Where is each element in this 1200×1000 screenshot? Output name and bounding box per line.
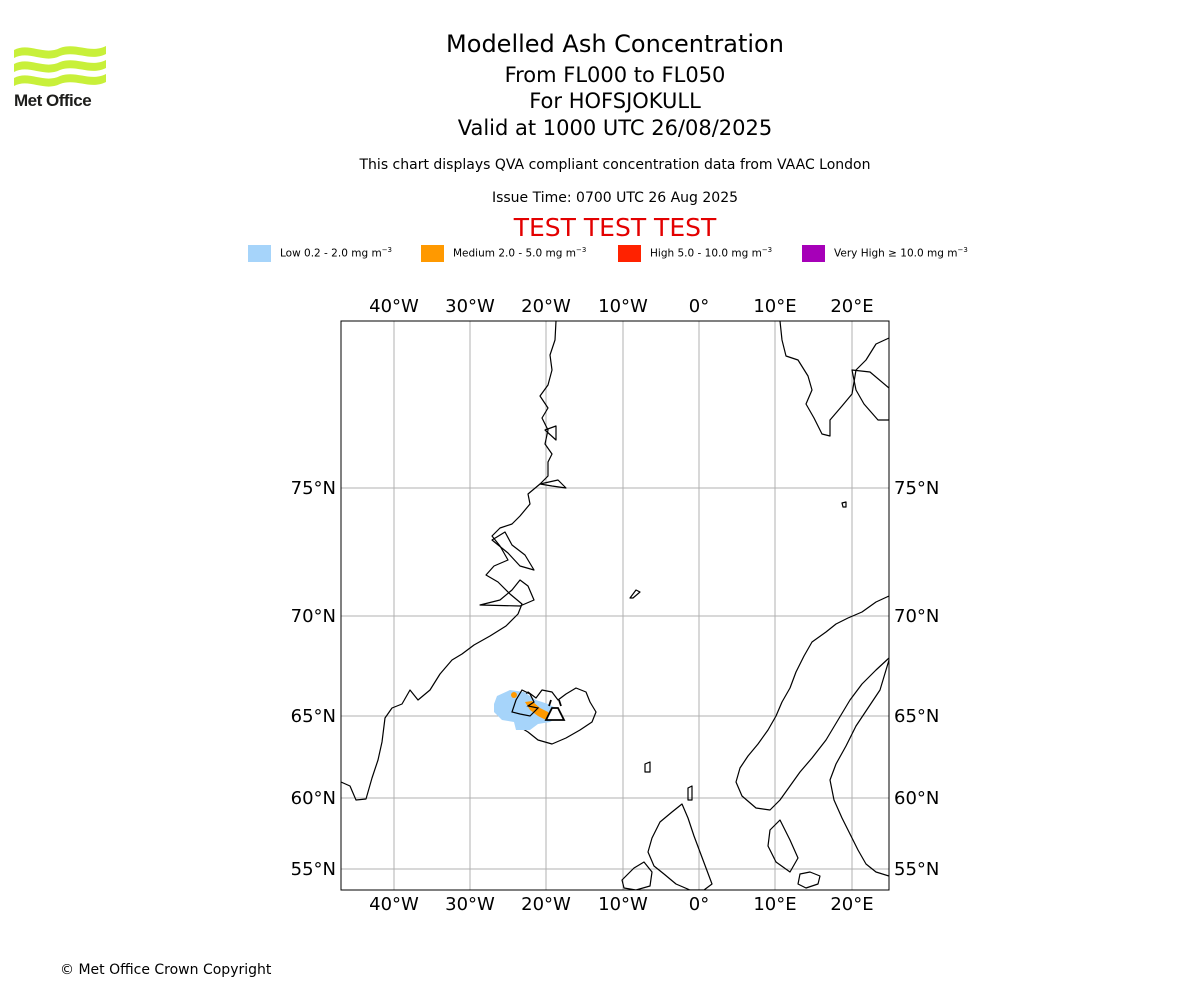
volcano-icon bbox=[544, 699, 566, 721]
met-office-logo-icon bbox=[14, 46, 106, 87]
issue-time: Issue Time: 0700 UTC 26 Aug 2025 bbox=[491, 190, 739, 206]
greenland-coast bbox=[341, 321, 557, 801]
compliance-note: This chart displays QVA compliant concen… bbox=[359, 157, 871, 173]
latitude-labels-left: 75°N 70°N 65°N 60°N 55°N bbox=[291, 478, 336, 880]
lon-label-bottom-5: 10°E bbox=[753, 894, 796, 915]
lon-label-top-3: 10°W bbox=[598, 296, 648, 317]
valid-time: Valid at 1000 UTC 26/08/2025 bbox=[457, 116, 773, 140]
flight-level-range: From FL000 to FL050 bbox=[504, 63, 726, 87]
map-frame bbox=[340, 320, 890, 891]
lat-label-right-4: 55°N bbox=[894, 859, 939, 880]
legend-label-medium: Medium 2.0 - 5.0 mg m−3 bbox=[453, 246, 587, 260]
legend-swatch-very-high bbox=[802, 245, 825, 262]
ash-medium-area bbox=[525, 701, 552, 720]
lon-label-top-5: 10°E bbox=[753, 296, 796, 317]
lat-label-right-2: 65°N bbox=[894, 706, 939, 727]
lon-label-top-4: 0° bbox=[689, 296, 709, 317]
legend-label-low: Low 0.2 - 2.0 mg m−3 bbox=[280, 246, 393, 260]
coastlines bbox=[341, 321, 889, 890]
norway-coast bbox=[735, 595, 889, 811]
britain-coast bbox=[647, 803, 713, 890]
legend-swatch-high bbox=[618, 245, 641, 262]
iceland-coast bbox=[511, 687, 597, 745]
graticule bbox=[341, 321, 889, 890]
lon-label-bottom-2: 20°W bbox=[521, 894, 571, 915]
lat-label-left-4: 55°N bbox=[291, 859, 336, 880]
lon-label-bottom-6: 20°E bbox=[830, 894, 873, 915]
chart-title: Modelled Ash Concentration bbox=[446, 30, 784, 58]
lon-label-top-6: 20°E bbox=[830, 296, 873, 317]
map-background bbox=[341, 321, 889, 890]
legend-label-very-high: Very High ≥ 10.0 mg m−3 bbox=[834, 246, 968, 260]
lat-label-left-0: 75°N bbox=[291, 478, 336, 499]
lon-label-top-0: 40°W bbox=[369, 296, 419, 317]
lat-label-left-2: 65°N bbox=[291, 706, 336, 727]
lon-label-top-2: 20°W bbox=[521, 296, 571, 317]
lat-label-left-3: 60°N bbox=[291, 788, 336, 809]
svalbard-coast bbox=[779, 321, 889, 437]
lat-label-left-1: 70°N bbox=[291, 606, 336, 627]
lat-label-right-1: 70°N bbox=[894, 606, 939, 627]
logo-text: Met Office bbox=[14, 91, 92, 110]
longitude-labels-bottom: 40°W 30°W 20°W 10°W 0° 10°E 20°E bbox=[369, 894, 873, 915]
ash-low-area bbox=[494, 690, 560, 730]
ash-medium-spot bbox=[511, 692, 517, 698]
lon-label-bottom-1: 30°W bbox=[445, 894, 495, 915]
copyright: © Met Office Crown Copyright bbox=[60, 962, 272, 978]
lat-label-right-3: 60°N bbox=[894, 788, 939, 809]
volcano-name: For HOFSJOKULL bbox=[529, 89, 701, 113]
legend-label-high: High 5.0 - 10.0 mg m−3 bbox=[650, 246, 773, 260]
lon-label-bottom-4: 0° bbox=[689, 894, 709, 915]
lat-label-right-0: 75°N bbox=[894, 478, 939, 499]
lon-label-top-1: 30°W bbox=[445, 296, 495, 317]
ash-areas bbox=[494, 690, 560, 730]
sweden-coast bbox=[829, 659, 889, 877]
lon-label-bottom-3: 10°W bbox=[598, 894, 648, 915]
latitude-labels-right: 75°N 70°N 65°N 60°N 55°N bbox=[894, 478, 939, 880]
legend-swatch-low bbox=[248, 245, 271, 262]
legend-swatch-medium bbox=[421, 245, 444, 262]
lon-label-bottom-0: 40°W bbox=[369, 894, 419, 915]
longitude-labels-top: 40°W 30°W 20°W 10°W 0° 10°E 20°E bbox=[369, 296, 873, 317]
test-banner: TEST TEST TEST bbox=[513, 213, 717, 242]
